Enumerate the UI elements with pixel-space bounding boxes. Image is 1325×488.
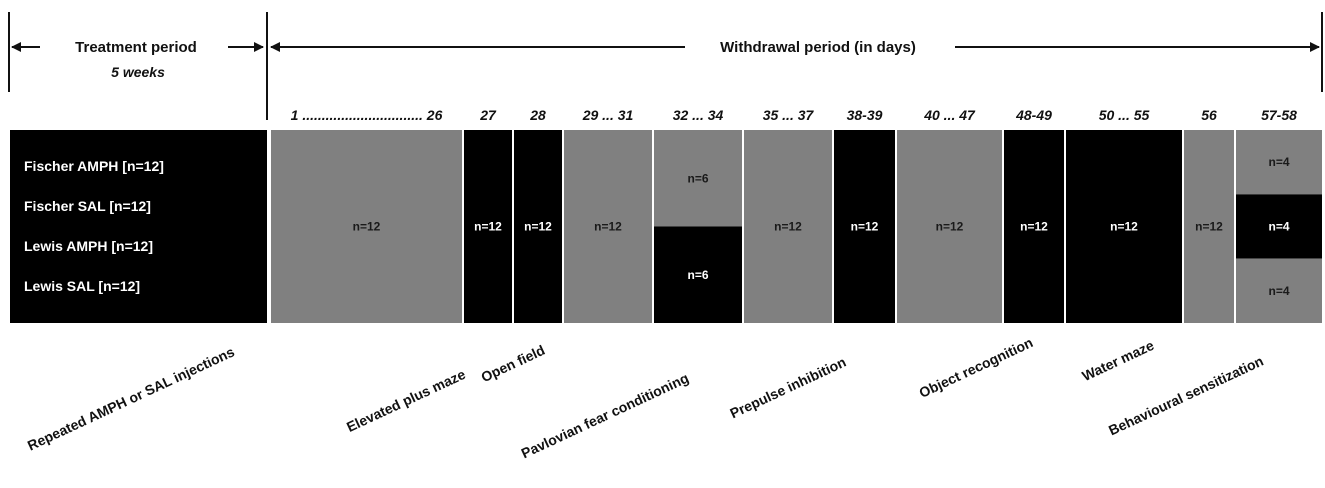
test-label: Behavioural sensitization (1106, 353, 1266, 439)
sample-size-label: n=12 (524, 220, 552, 234)
sample-size-label: n=12 (936, 220, 964, 234)
day-range-label: 56 (1201, 107, 1217, 123)
sample-size-label: n=12 (1110, 220, 1138, 234)
phase-segment (1236, 130, 1322, 195)
phase-segment (834, 130, 895, 323)
day-range-label: 29 ... 31 (582, 107, 634, 123)
sample-size-label: n=12 (1195, 220, 1223, 234)
sample-size-label: n=12 (474, 220, 502, 234)
day-range-label: 28 (529, 107, 546, 123)
day-range-label: 32 ... 34 (673, 107, 724, 123)
group-label: Lewis SAL [n=12] (24, 278, 140, 294)
phase-segment (744, 130, 832, 323)
treatment-phase-label: Repeated AMPH or SAL injections (25, 343, 237, 453)
day-range-label: 1 ............................... 26 (291, 107, 443, 123)
withdrawal-period-title: Withdrawal period (in days) (720, 39, 916, 56)
test-label: Open field (478, 342, 547, 385)
sample-size-label: n=4 (1268, 284, 1289, 298)
sample-size-label: n=12 (1020, 220, 1048, 234)
test-label: Object recognition (916, 334, 1035, 401)
test-label: Elevated plus maze (344, 366, 468, 435)
day-labels: 1 ............................... 26 27 28… (291, 107, 1297, 123)
group-label: Lewis AMPH [n=12] (24, 238, 153, 254)
phase-segment (654, 130, 742, 227)
sample-size-label: n=6 (687, 268, 708, 282)
phase-segment (1236, 258, 1322, 323)
group-label: Fischer SAL [n=12] (24, 198, 151, 214)
day-range-label: 50 ... 55 (1099, 107, 1150, 123)
phase-segment (1184, 130, 1234, 323)
phase-columns: n=12 n=12 n=12 n=12 n=6 n=6 n=12 n=12 n=12 n=12 n=… (271, 130, 1322, 323)
phase-segment (564, 130, 652, 323)
sample-size-label: n=12 (774, 220, 802, 234)
phase-segment (897, 130, 1002, 323)
test-label: Water maze (1079, 337, 1156, 384)
phase-segment (271, 130, 462, 323)
day-range-label: 35 ... 37 (763, 107, 815, 123)
phase-segment (514, 130, 562, 323)
day-range-label: 57-58 (1261, 107, 1297, 123)
day-range-label: 40 ... 47 (923, 107, 976, 123)
phase-segment (1066, 130, 1182, 323)
day-range-label: 48-49 (1015, 107, 1052, 123)
phase-segment (654, 226, 742, 323)
test-label: Pavlovian fear conditioning (519, 370, 691, 462)
treatment-block (10, 130, 267, 323)
sample-size-label: n=12 (851, 220, 879, 234)
phase-segment (1004, 130, 1064, 323)
sample-size-label: n=12 (353, 220, 381, 234)
day-range-label: 27 (479, 107, 497, 123)
treatment-period-title: Treatment period (75, 39, 197, 56)
phase-segment (1236, 194, 1322, 259)
phase-segment (464, 130, 512, 323)
day-range-label: 38-39 (847, 107, 883, 123)
sample-size-label: n=12 (594, 220, 622, 234)
sample-size-label: n=4 (1268, 155, 1289, 169)
sample-size-label: n=4 (1268, 220, 1289, 234)
group-label: Fischer AMPH [n=12] (24, 158, 164, 174)
treatment-duration: 5 weeks (111, 64, 165, 80)
sample-size-label: n=6 (687, 171, 708, 185)
test-label: Prepulse inhibition (727, 354, 848, 422)
group-labels: Fischer AMPH [n=12] Fischer SAL [n=12] Lew… (24, 158, 164, 294)
